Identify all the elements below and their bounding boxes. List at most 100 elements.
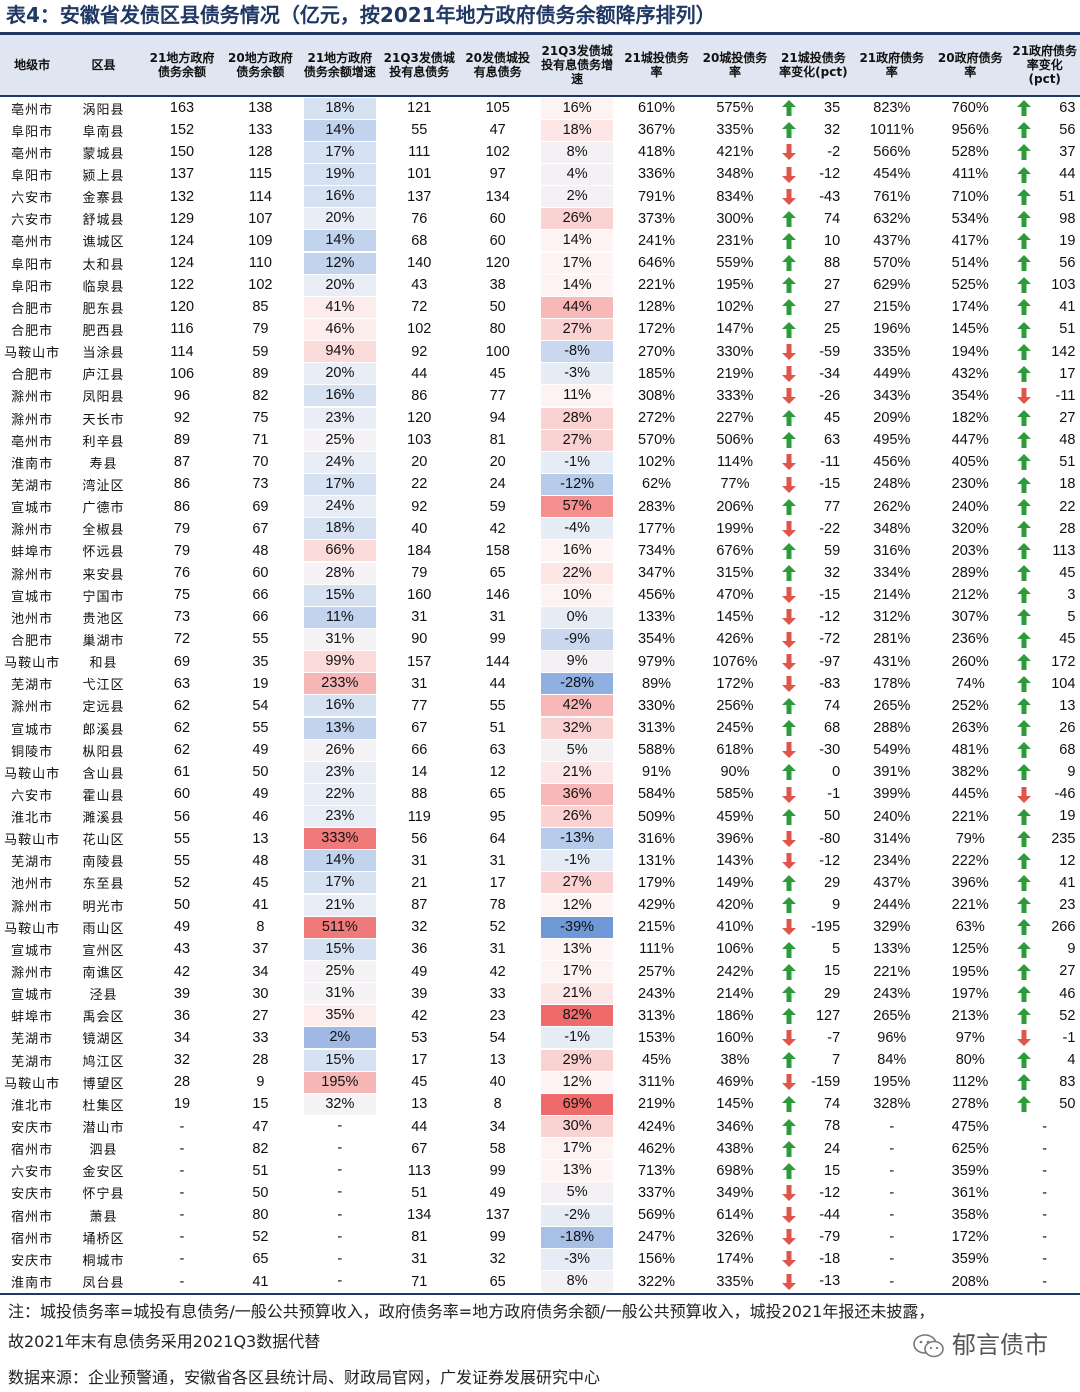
gov-ratio-20-cell: 432% [951, 365, 989, 382]
table-row: 六安市 金寨县 132 114 16% 137 134 2% 791% 834% -43 761% 71… [0, 186, 1080, 208]
gov-debt-growth-cell-value: - [337, 1184, 343, 1201]
ct-ratio-change-cell-value: -11 [820, 454, 841, 471]
arrow-down-icon [782, 343, 797, 360]
city-cell: 亳州市 [11, 235, 54, 251]
arrow-up-icon [1017, 542, 1032, 559]
gov-ratio-21-cell: 195% [873, 1074, 911, 1091]
gov-ratio-change-cell: -1 [1009, 1027, 1080, 1049]
gov-debt-growth-cell: 15% [300, 1049, 380, 1071]
gov-debt-21-cell: 63 [173, 675, 191, 692]
ct-ratio-change-cell: 32 [774, 562, 852, 584]
gov-debt-21-cell: 106 [169, 365, 195, 382]
ct-debt-growth-cell-value: 17% [540, 961, 614, 983]
table-row: 合肥市 肥东县 120 85 41% 72 50 44% 128% 102% 27 215% 174% 4… [0, 296, 1080, 318]
column-header: 20政府债务率 [931, 35, 1010, 97]
arrow-up-icon [1017, 432, 1032, 449]
gov-debt-20-cell: 33 [252, 1029, 269, 1046]
ct-ratio-21-cell: 347% [637, 565, 676, 582]
table-row: 滁州市 来安县 76 60 28% 79 65 22% 347% 315% 32 334% 289% 45 [0, 562, 1080, 584]
county-cell: 郎溪县 [82, 722, 125, 738]
ct-debt-growth-cell: -3% [537, 363, 617, 385]
ct-debt-growth-cell: 27% [537, 429, 617, 451]
ct-debt-20-cell: 94 [489, 410, 506, 427]
gov-debt-growth-cell-value: 17% [303, 473, 377, 495]
gov-debt-growth-cell: 11% [300, 606, 380, 628]
gov-debt-growth-cell: 16% [300, 695, 380, 717]
ct-debt-21q3-cell: 184 [407, 542, 432, 559]
ct-ratio-20-cell: 245% [716, 720, 754, 736]
arrow-up-icon [1017, 410, 1032, 427]
arrow-up-icon [1017, 653, 1032, 670]
gov-ratio-change-cell-value: 45 [1059, 631, 1076, 648]
ct-debt-21q3-cell: 77 [411, 697, 428, 714]
gov-ratio-change-cell: 5 [1009, 606, 1080, 628]
ct-debt-growth-cell: 18% [537, 119, 617, 141]
city-cell: 宣城市 [11, 943, 54, 959]
ct-ratio-change-cell: -80 [774, 828, 852, 850]
ct-ratio-21-cell: 316% [637, 830, 676, 847]
gov-ratio-21-cell: - [889, 1207, 895, 1224]
gov-debt-20-cell: 28 [252, 1052, 269, 1069]
ct-debt-20-cell: 99 [489, 1229, 506, 1246]
gov-ratio-20-cell: 625% [951, 1140, 989, 1157]
ct-ratio-change-cell: 7 [774, 1049, 852, 1071]
ct-ratio-change-cell-value: -30 [819, 742, 841, 759]
gov-debt-21-cell: 86 [173, 498, 191, 515]
gov-debt-growth-cell-value: 46% [303, 318, 377, 340]
county-cell: 镜湖区 [82, 1032, 125, 1048]
gov-debt-20-cell: 9 [256, 1074, 265, 1091]
ct-ratio-20-cell: 77% [720, 476, 750, 493]
ct-debt-growth-cell-value: -1% [540, 1027, 614, 1049]
gov-ratio-change-cell-value: 266 [1051, 919, 1076, 936]
gov-debt-21-cell: - [179, 1207, 185, 1224]
table-row: 合肥市 庐江县 106 89 20% 44 45 -3% 185% 219% -34 449% 432%… [0, 363, 1080, 385]
ct-ratio-21-cell: 588% [637, 742, 676, 759]
column-header: 区县 [64, 35, 143, 97]
gov-debt-20-cell: 35 [252, 653, 269, 670]
arrow-up-icon [782, 808, 797, 825]
gov-ratio-20-cell: 411% [952, 166, 989, 183]
ct-ratio-20-cell: 227% [716, 410, 754, 427]
ct-ratio-change-cell: 50 [774, 806, 852, 828]
table-row: 宿州市 萧县 - 80 - 134 137 -2% 569% 614% -44 - 358% - [0, 1204, 1080, 1226]
ct-ratio-20-cell: 585% [716, 786, 754, 803]
gov-ratio-change-cell-value: 103 [1051, 277, 1076, 294]
gov-ratio-change-cell: 172 [1009, 651, 1080, 673]
table-row: 蚌埠市 禹会区 36 27 35% 42 23 82% 313% 186% 127 265% 213% 5… [0, 1005, 1080, 1027]
county-cell: 怀远县 [82, 545, 125, 561]
gov-debt-growth-cell-value: 99% [303, 651, 377, 673]
gov-debt-growth-cell-value: 20% [303, 363, 377, 385]
gov-ratio-change-cell-value: 13 [1059, 697, 1076, 714]
gov-debt-20-cell: 52 [252, 1229, 269, 1246]
gov-debt-growth-cell: 18% [300, 96, 380, 119]
table-row: 六安市 舒城县 129 107 20% 76 60 26% 373% 300% 74 632% 534%… [0, 208, 1080, 230]
column-header: 地级市 [0, 35, 65, 97]
gov-ratio-change-cell: 23 [1009, 894, 1080, 916]
table-row: 安庆市 桐城市 - 65 - 31 32 -3% 156% 174% -18 - 359% - [0, 1248, 1080, 1270]
gov-debt-growth-cell-value: 19% [303, 163, 377, 185]
gov-debt-growth-cell: 15% [300, 938, 380, 960]
city-cell: 滁州市 [11, 390, 54, 406]
table-title: 表4：安徽省发债区县债务情况（亿元，按2021年地方政府债务余额降序排列） [6, 3, 716, 27]
ct-ratio-change-cell-value: -26 [819, 387, 841, 404]
table-row: 滁州市 凤阳县 96 82 16% 86 77 11% 308% 333% -26 343% 354% -… [0, 385, 1080, 407]
county-cell: 杜集区 [82, 1098, 125, 1114]
ct-ratio-change-cell: -13 [774, 1270, 853, 1295]
gov-ratio-change-cell-value: 51 [1059, 188, 1076, 205]
ct-ratio-change-cell: 29 [774, 983, 852, 1005]
arrow-up-icon [782, 410, 797, 427]
gov-ratio-20-cell: 203% [951, 542, 989, 559]
city-cell: 芜湖市 [11, 1032, 54, 1048]
gov-ratio-20-cell: 221% [951, 808, 989, 825]
city-cell: 芜湖市 [11, 678, 54, 694]
ct-debt-20-cell: 99 [489, 631, 506, 648]
gov-ratio-change-cell-value: 83 [1059, 1074, 1076, 1091]
table-row: 芜湖市 鸠江区 32 28 15% 17 13 29% 45% 38% 7 84% 80% 4 [0, 1049, 1080, 1071]
arrow-down-icon [782, 387, 797, 404]
county-cell: 花山区 [82, 833, 125, 849]
county-cell: 南谯区 [82, 966, 125, 982]
gov-debt-20-cell: 48 [252, 542, 269, 559]
gov-debt-growth-cell-value: 23% [303, 806, 377, 828]
column-header: 21城投债务率变化(pct) [774, 35, 853, 97]
gov-debt-21-cell: 124 [169, 232, 195, 249]
